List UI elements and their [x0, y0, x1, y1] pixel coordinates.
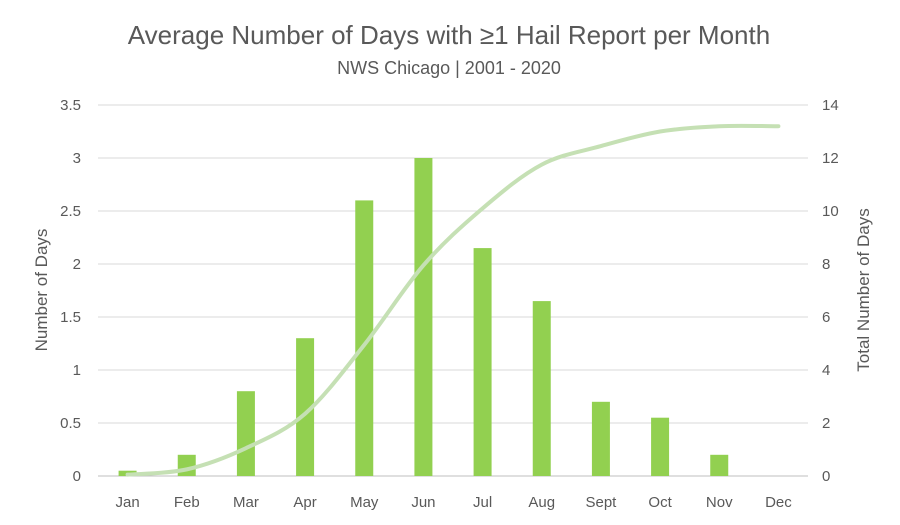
x-tick-label: Jun [411, 494, 435, 511]
y2-tick-label: 14 [822, 97, 839, 114]
bar [296, 338, 315, 476]
y2-tick-label: 12 [822, 150, 839, 167]
chart-subtitle: NWS Chicago | 2001 - 2020 [337, 58, 561, 78]
y-axis-right-ticks: 0 2 4 6 8 10 12 14 [822, 97, 839, 485]
bar [177, 454, 196, 476]
y-tick-label: 3.5 [60, 97, 81, 114]
x-tick-label: Oct [648, 494, 672, 511]
line-series [125, 123, 781, 477]
bar [355, 200, 374, 476]
x-axis-ticks: Jan Feb Mar Apr May Jun Jul Aug Sept Oct Nov Dec [115, 494, 792, 511]
y-axis-left-ticks: 0 0.5 1 1.5 2 2.5 3 3.5 [60, 97, 81, 485]
y2-tick-label: 6 [822, 309, 830, 326]
y2-tick-label: 0 [822, 468, 830, 485]
y-tick-label: 2 [73, 256, 81, 273]
x-tick-label: Mar [233, 494, 259, 511]
x-tick-label: Dec [765, 494, 792, 511]
bar [532, 301, 551, 476]
y2-tick-label: 2 [822, 415, 830, 432]
x-tick-label: Jan [115, 494, 139, 511]
bar [710, 454, 729, 476]
y-tick-label: 2.5 [60, 203, 81, 220]
bar [236, 391, 255, 476]
bar [651, 417, 670, 476]
y-tick-label: 1.5 [60, 309, 81, 326]
x-tick-label: Apr [293, 494, 316, 511]
x-tick-label: Feb [174, 494, 200, 511]
x-tick-label: Sept [585, 494, 617, 511]
gridlines [98, 104, 808, 477]
y-axis-title: Number of Days [32, 229, 51, 352]
bar [473, 248, 492, 476]
x-tick-label: Aug [528, 494, 555, 511]
bar [414, 158, 433, 476]
y2-tick-label: 8 [822, 256, 830, 273]
y2-tick-label: 4 [822, 362, 830, 379]
chart-title: Average Number of Days with ≥1 Hail Repo… [128, 20, 770, 50]
x-tick-label: May [350, 494, 379, 511]
x-tick-label: Jul [473, 494, 492, 511]
y-tick-label: 0.5 [60, 415, 81, 432]
y2-axis-title: Total Number of Days [854, 208, 873, 371]
y2-tick-label: 10 [822, 203, 839, 220]
bar-series [118, 158, 729, 476]
cumulative-line [125, 123, 781, 477]
x-tick-label: Nov [706, 494, 733, 511]
bar [591, 401, 610, 476]
y-tick-label: 3 [73, 150, 81, 167]
y-tick-label: 1 [73, 362, 81, 379]
y-tick-label: 0 [73, 468, 81, 485]
